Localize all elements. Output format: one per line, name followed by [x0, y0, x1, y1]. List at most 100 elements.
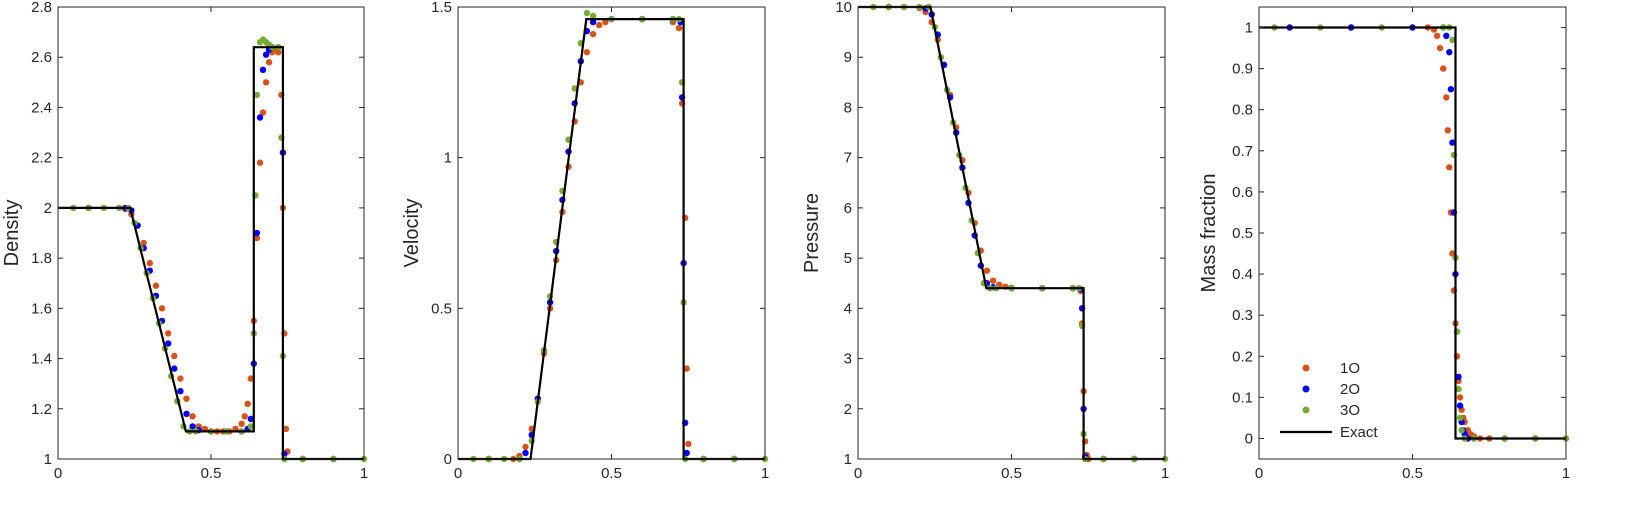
pressure-exact-line [858, 5, 1165, 461]
density-point-2o [247, 415, 254, 422]
density-point-2o [165, 340, 172, 347]
velocity-marks [458, 9, 769, 463]
density-point-1o [189, 413, 196, 420]
mass-fraction-panel: 0 0.5 1 0 0.1 0.2 0.3 0.4 0.5 0.6 0.7 0.8 0.9 1 Mass … [1198, 6, 1570, 482]
pressure-ticks: 0 0.5 1 1 2 3 4 5 6 7 8 9 10 [835, 0, 1169, 482]
pressure-xtick-label: 0.5 [1001, 465, 1022, 482]
mass-fraction-ytick-label: 0 [1245, 430, 1253, 447]
density-xtick-label: 0.5 [201, 465, 222, 482]
density-ytick-label: 2.4 [31, 99, 52, 116]
density-point-1o [282, 425, 290, 433]
pressure-panel: 0 0.5 1 1 2 3 4 5 6 7 8 9 10 Pressure [801, 0, 1169, 482]
density-point-1o [244, 400, 251, 407]
velocity-point-2o [589, 18, 597, 26]
pressure-point-1o [983, 267, 991, 274]
density-point-3o [253, 91, 261, 99]
velocity-point-1o [683, 365, 690, 372]
velocity-point-1o [675, 24, 683, 32]
density-point-1o [238, 420, 245, 427]
density-ytick-label: 1.6 [31, 300, 52, 317]
mass-fraction-point-1o [1433, 32, 1441, 39]
density-point-1o [140, 239, 147, 247]
pressure-ytick-label: 4 [844, 300, 852, 317]
density-ytick-label: 1 [44, 451, 52, 468]
mass-fraction-xtick-label: 1 [1562, 465, 1570, 482]
density-point-1o [152, 282, 160, 289]
density-axes-box [57, 6, 365, 460]
mass-fraction-ylabel: Mass fraction [1198, 174, 1220, 293]
density-xtick-label: 0 [54, 465, 62, 482]
mass-fraction-point-3o [1455, 385, 1462, 393]
density-point-1o [253, 234, 261, 242]
density-point-2o [259, 66, 267, 74]
mass-fraction-point-2o [1447, 86, 1455, 93]
density-ylabel: Density [1, 200, 23, 267]
mass-fraction-marks [1259, 24, 1570, 442]
velocity-ticks: 0 0.5 1 0 0.5 1 1.5 [431, 0, 769, 482]
mass-fraction-point-2o [1455, 373, 1462, 380]
density-point-2o [177, 388, 184, 395]
density-point-1o [275, 49, 282, 56]
density-ytick-label: 2.2 [31, 150, 52, 167]
pressure-xtick-label: 1 [1161, 465, 1169, 482]
mass-fraction-ticks: 0 0.5 1 0 0.1 0.2 0.3 0.4 0.5 0.6 0.7 0.8 0.9 1 [1232, 7, 1570, 482]
pressure-ytick-label: 8 [844, 99, 852, 116]
density-point-1o [241, 413, 248, 420]
pressure-point-1o [989, 277, 997, 284]
mass-fraction-xtick-label: 0 [1255, 465, 1263, 482]
velocity-point-1o [583, 49, 591, 56]
velocity-ylabel: Velocity [401, 199, 423, 268]
pressure-marks [858, 3, 1169, 463]
mass-fraction-ytick-label: 0.3 [1232, 307, 1253, 324]
density-point-1o [177, 375, 184, 382]
mass-fraction-ytick-label: 1 [1245, 20, 1253, 37]
mass-fraction-ytick-label: 0.1 [1232, 389, 1253, 406]
density-ytick-label: 2.8 [31, 0, 52, 16]
velocity-point-3o [583, 9, 591, 17]
mass-fraction-point-2o [1456, 402, 1464, 409]
mass-fraction-ytick-label: 0.7 [1232, 143, 1253, 160]
density-point-1o [146, 259, 153, 267]
legend-marker-1o [1302, 364, 1310, 372]
density-point-2o [183, 410, 190, 417]
legend-marker-2o [1302, 385, 1310, 393]
mass-fraction-point-2o [1449, 139, 1456, 146]
legend-label-1o: 1O [1340, 360, 1360, 377]
density-point-2o [256, 114, 264, 121]
density-ytick-label: 2 [44, 200, 52, 217]
mass-fraction-xtick-label: 0.5 [1402, 465, 1423, 482]
density-point-1o [171, 352, 178, 360]
density-point-1o [259, 109, 267, 116]
pressure-ylabel: Pressure [801, 193, 823, 273]
pressure-ytick-label: 6 [844, 200, 852, 217]
legend-label-2o: 2O [1340, 381, 1360, 398]
velocity-point-2o [522, 449, 529, 457]
mass-fraction-ytick-label: 0.9 [1232, 61, 1253, 78]
density-point-2o [189, 423, 196, 430]
density-xtick-label: 1 [360, 465, 368, 482]
legend-label-exact: Exact [1340, 424, 1378, 441]
pressure-ytick-label: 10 [835, 0, 852, 16]
velocity-xtick-label: 1 [761, 465, 769, 482]
legend: 1O 2O 3O Exact [1280, 360, 1378, 441]
mass-fraction-point-1o [1440, 65, 1447, 72]
density-point-1o [262, 79, 270, 86]
legend-marker-3o [1302, 406, 1310, 414]
velocity-point-1o [602, 18, 609, 26]
mass-fraction-point-3o [1458, 427, 1465, 434]
mass-fraction-point-1o [1436, 44, 1444, 52]
density-point-2o [262, 51, 270, 58]
density-point-1o [158, 305, 166, 312]
density-point-2o [253, 229, 261, 237]
pressure-axes-box [857, 6, 1166, 460]
mass-fraction-point-2o [1446, 49, 1453, 56]
mass-fraction-point-1o [1444, 127, 1452, 134]
velocity-point-1o [589, 30, 597, 38]
pressure-xtick-label: 0 [854, 465, 862, 482]
density-ytick-label: 1.2 [31, 401, 52, 418]
density-ytick-label: 1.8 [31, 250, 52, 267]
density-ytick-label: 2.6 [31, 49, 52, 66]
mass-fraction-point-1o [1446, 164, 1453, 171]
density-point-1o [165, 330, 172, 337]
mass-fraction-point-1o [1456, 394, 1464, 401]
